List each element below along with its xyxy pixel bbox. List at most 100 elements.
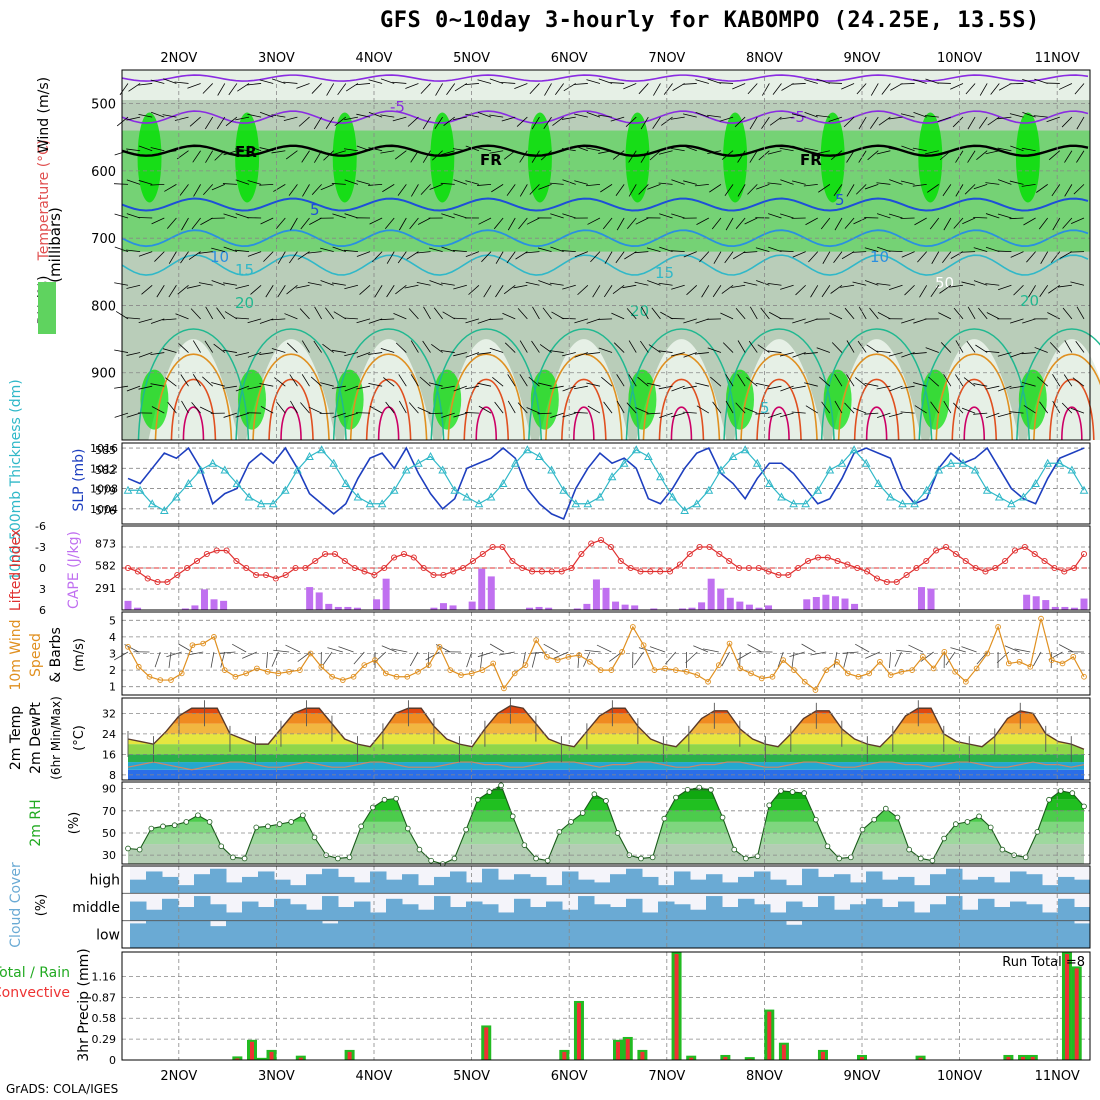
wind-barb	[126, 317, 141, 320]
cloud-cell	[914, 920, 931, 948]
wind-barb	[368, 318, 383, 324]
wind-barb	[779, 116, 794, 120]
wind-barb	[310, 376, 322, 387]
wind-barb	[126, 352, 141, 356]
thickness-marker	[692, 499, 702, 508]
cloud-cell	[130, 923, 147, 948]
lifted-index-marker	[568, 564, 575, 572]
cape-bar	[344, 606, 352, 610]
cloud-cell	[626, 898, 643, 921]
temp2m-tick: 8	[109, 769, 116, 782]
cloud-cell	[994, 907, 1011, 921]
wind-barb	[205, 306, 214, 320]
cloud-cell	[914, 885, 931, 894]
cape-bar	[526, 607, 534, 610]
wind-barb	[616, 217, 625, 231]
cloud-cell	[1010, 871, 1027, 894]
wind-barb	[259, 147, 274, 152]
wind-barb	[877, 312, 891, 320]
date-label-top: 11NOV	[1035, 51, 1080, 66]
rh2m-marker	[871, 816, 877, 823]
wind-barb	[550, 150, 564, 155]
lifted-index-marker	[1041, 557, 1048, 565]
rh2m-marker	[509, 813, 516, 820]
wind-barb	[732, 251, 746, 260]
lifted-tick: -6	[35, 520, 46, 533]
cloud-cell	[482, 868, 499, 894]
wind10-marker	[705, 678, 711, 685]
wind-barb	[151, 406, 165, 414]
cape-tick: 291	[95, 582, 116, 595]
wind-barb	[822, 251, 831, 264]
cloud-cell	[562, 871, 579, 894]
wind10-marker	[436, 644, 443, 650]
wind-barb	[492, 376, 504, 387]
wind-barb	[138, 145, 153, 152]
lifted-index-marker	[154, 578, 161, 586]
rh-moist-core	[137, 112, 162, 203]
thickness-marker	[619, 458, 629, 467]
cloud-cell	[562, 909, 579, 921]
wind-barb	[670, 352, 685, 357]
wind-barb	[223, 150, 238, 156]
lifted-index-marker	[696, 543, 703, 551]
cloud-cell	[370, 920, 387, 948]
wind-barb	[628, 340, 637, 353]
wind-barb	[734, 116, 746, 128]
grads-footer: GrADS: COLA/IGES	[6, 1082, 119, 1096]
wind-barb	[343, 249, 358, 253]
wind10-barb	[1058, 644, 1074, 653]
wind-barb	[284, 313, 298, 320]
wind-barb	[930, 285, 940, 298]
wind10-barb	[466, 651, 473, 668]
wind-barb	[288, 184, 298, 196]
wind-barb	[410, 374, 419, 387]
precip-convective-bar	[820, 1051, 825, 1060]
wind-barb	[1062, 217, 1073, 229]
wind-barb	[1023, 217, 1036, 226]
wind-barb	[1073, 184, 1085, 195]
wind-barb	[422, 116, 431, 130]
contour-label: 15	[655, 264, 674, 282]
wind-barb	[1061, 116, 1073, 128]
wind10-barb	[685, 651, 698, 664]
cloud-cell	[722, 907, 739, 921]
thickness-marker	[450, 485, 460, 494]
wind-barb	[1075, 341, 1085, 353]
cape-bar	[439, 603, 447, 610]
thickness-marker	[401, 465, 411, 474]
wind-barb	[1040, 251, 1049, 264]
date-label-top: 6NOV	[551, 51, 588, 66]
cloud-cell	[466, 882, 483, 894]
lifted-index-marker	[292, 564, 299, 572]
wind-barb	[943, 400, 952, 414]
wind-barb	[205, 150, 214, 163]
thickness-marker	[631, 445, 641, 454]
wind-barb	[417, 406, 431, 414]
wind10-marker	[415, 668, 421, 675]
wind-barb	[432, 150, 443, 161]
wind-barb	[1072, 377, 1085, 387]
wind10-marker	[350, 673, 357, 680]
wind-barb	[331, 183, 346, 185]
cloud-cell	[1058, 920, 1075, 948]
wind-barb	[985, 350, 1000, 353]
cloud-cell	[818, 920, 835, 948]
wind-barb	[506, 251, 516, 264]
rh2m-marker	[358, 823, 364, 830]
temperature-contour-30	[268, 378, 314, 441]
cape-bar	[1032, 596, 1040, 610]
wind-barb	[190, 308, 201, 320]
rh2m-marker	[754, 853, 761, 860]
precip-total-bar	[232, 1056, 243, 1060]
temperature-contour-35	[475, 406, 498, 441]
wind-barb	[914, 217, 927, 226]
cape-bar	[621, 604, 629, 610]
wind-barb	[744, 217, 758, 225]
date-label-top: 8NOV	[746, 51, 783, 66]
wind-barb	[844, 402, 855, 414]
wind-barb	[477, 382, 492, 387]
wind-barb	[612, 150, 625, 160]
wind-barb	[167, 401, 177, 414]
